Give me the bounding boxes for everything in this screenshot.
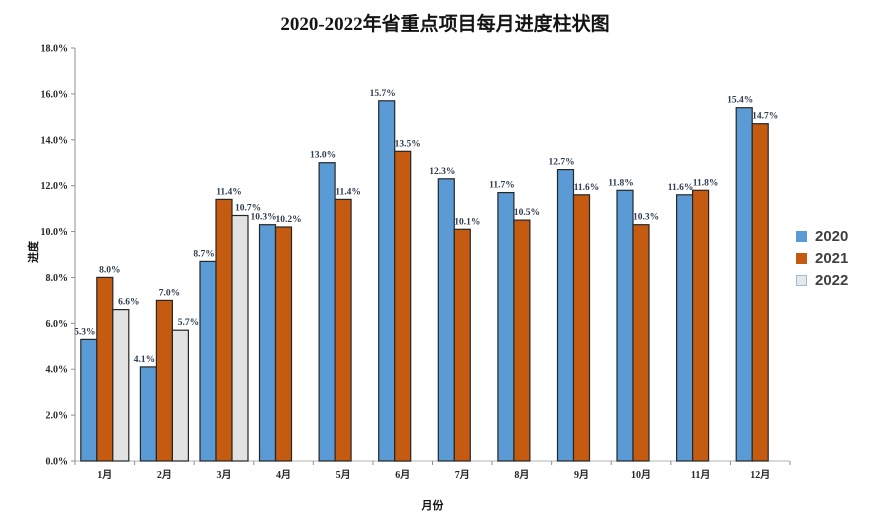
- x-tick-label: 6月: [395, 469, 410, 481]
- x-tick-label: 4月: [276, 469, 291, 481]
- data-label-2021-6月: 13.5%: [395, 139, 421, 149]
- bar-2021-2月: [155, 299, 173, 462]
- bar-2020-9月: [556, 169, 575, 462]
- bar-2021-5月: [334, 198, 352, 462]
- legend: 2020 2021 2022: [796, 229, 848, 288]
- data-label-2021-11月: 11.8%: [693, 178, 719, 188]
- x-axis-title: 月份: [421, 500, 444, 512]
- legend-swatch-2020: [796, 231, 807, 242]
- data-label-2021-10月: 10.3%: [633, 213, 659, 223]
- y-tick-label: 0.0%: [46, 457, 69, 468]
- chart-title: 2020-2022年省重点项目每月进度柱状图: [280, 14, 610, 35]
- bar-2020-4月: [258, 224, 277, 462]
- bar-2020-6月: [378, 100, 396, 462]
- bar-2021-6月: [394, 150, 412, 462]
- y-tick-label: 18.0%: [41, 44, 69, 55]
- data-label-2020-9月: 12.7%: [548, 158, 574, 168]
- x-tick-label: 3月: [216, 469, 231, 481]
- data-label-2021-8月: 10.5%: [514, 208, 540, 218]
- bar-2020-5月: [318, 162, 336, 462]
- x-tick-label: 9月: [574, 469, 589, 481]
- legend-label-2022: 2022: [815, 272, 849, 289]
- bar-2021-8月: [513, 219, 531, 462]
- bar-2020-2月: [139, 366, 157, 462]
- data-label-2020-6月: 15.7%: [370, 89, 396, 99]
- bar-2022-2月: [171, 329, 189, 462]
- bar-2021-1月: [96, 276, 114, 462]
- data-label-2021-1月: 8.0%: [99, 265, 120, 275]
- x-tick-label: 10月: [631, 469, 651, 481]
- data-label-2022-2月: 5.7%: [178, 318, 199, 328]
- x-tick-label: 8月: [514, 469, 529, 481]
- x-tick-label: 12月: [750, 469, 770, 481]
- data-label-2021-5月: 11.4%: [335, 187, 361, 197]
- y-axis-title: 进度: [28, 241, 40, 263]
- bar-2021-10月: [632, 224, 650, 462]
- x-tick-label: 7月: [455, 469, 470, 481]
- y-tick-label: 2.0%: [46, 411, 69, 422]
- x-tick-label: 5月: [336, 469, 351, 481]
- y-tick-label: 8.0%: [46, 273, 69, 284]
- data-label-2020-8月: 11.7%: [489, 181, 515, 191]
- x-tick-label: 1月: [97, 469, 112, 481]
- bar-2020-7月: [437, 178, 455, 462]
- bar-2021-7月: [453, 228, 471, 462]
- legend-item-2022: 2022: [796, 273, 848, 288]
- data-label-2021-4月: 10.2%: [275, 215, 301, 225]
- bar-2020-8月: [497, 192, 515, 462]
- legend-label-2021: 2021: [815, 250, 849, 267]
- x-tick-label: 11月: [691, 469, 710, 481]
- legend-swatch-2022: [796, 275, 807, 286]
- y-tick-label: 14.0%: [41, 135, 69, 146]
- bar-2021-9月: [572, 194, 591, 462]
- bar-2020-1月: [80, 338, 98, 462]
- bar-2022-1月: [112, 309, 130, 462]
- y-tick-label: 12.0%: [41, 181, 69, 192]
- data-label-2022-3月: 10.7%: [235, 204, 261, 214]
- bar-2020-10月: [616, 189, 634, 462]
- bar-2021-11月: [691, 189, 710, 462]
- bar-2021-4月: [274, 226, 293, 462]
- data-label-2020-12月: 15.4%: [727, 96, 753, 106]
- legend-item-2020: 2020: [796, 229, 848, 244]
- data-label-2021-7月: 10.1%: [454, 217, 480, 227]
- data-label-2020-11月: 11.6%: [668, 183, 694, 193]
- bar-2021-12月: [751, 123, 769, 462]
- bar-2020-3月: [199, 260, 217, 462]
- data-label-2020-3月: 8.7%: [193, 249, 214, 259]
- data-label-2020-2月: 4.1%: [134, 355, 155, 365]
- y-tick-label: 4.0%: [46, 365, 69, 376]
- data-label-2022-1月: 6.6%: [118, 298, 139, 308]
- data-label-2021-12月: 14.7%: [752, 112, 778, 122]
- bar-2022-3月: [231, 214, 249, 462]
- y-tick-label: 10.0%: [41, 227, 69, 238]
- data-label-2021-3月: 11.4%: [216, 187, 242, 197]
- bar-2020-11月: [675, 194, 694, 462]
- x-tick-label: 2月: [157, 469, 172, 481]
- data-label-2020-7月: 12.3%: [429, 167, 455, 177]
- bar-2020-12月: [735, 107, 753, 462]
- y-tick-label: 16.0%: [41, 89, 69, 100]
- legend-label-2020: 2020: [815, 228, 849, 245]
- y-tick-label: 6.0%: [46, 319, 69, 330]
- data-label-2020-4月: 10.3%: [250, 213, 276, 223]
- bar-2021-3月: [215, 198, 233, 462]
- data-label-2021-9月: 11.6%: [574, 183, 600, 193]
- data-label-2020-1月: 5.3%: [74, 327, 95, 337]
- data-label-2021-2月: 7.0%: [159, 288, 180, 298]
- legend-item-2021: 2021: [796, 251, 848, 266]
- data-label-2020-5月: 13.0%: [310, 151, 336, 161]
- legend-swatch-2021: [796, 253, 807, 264]
- data-label-2020-10月: 11.8%: [608, 178, 634, 188]
